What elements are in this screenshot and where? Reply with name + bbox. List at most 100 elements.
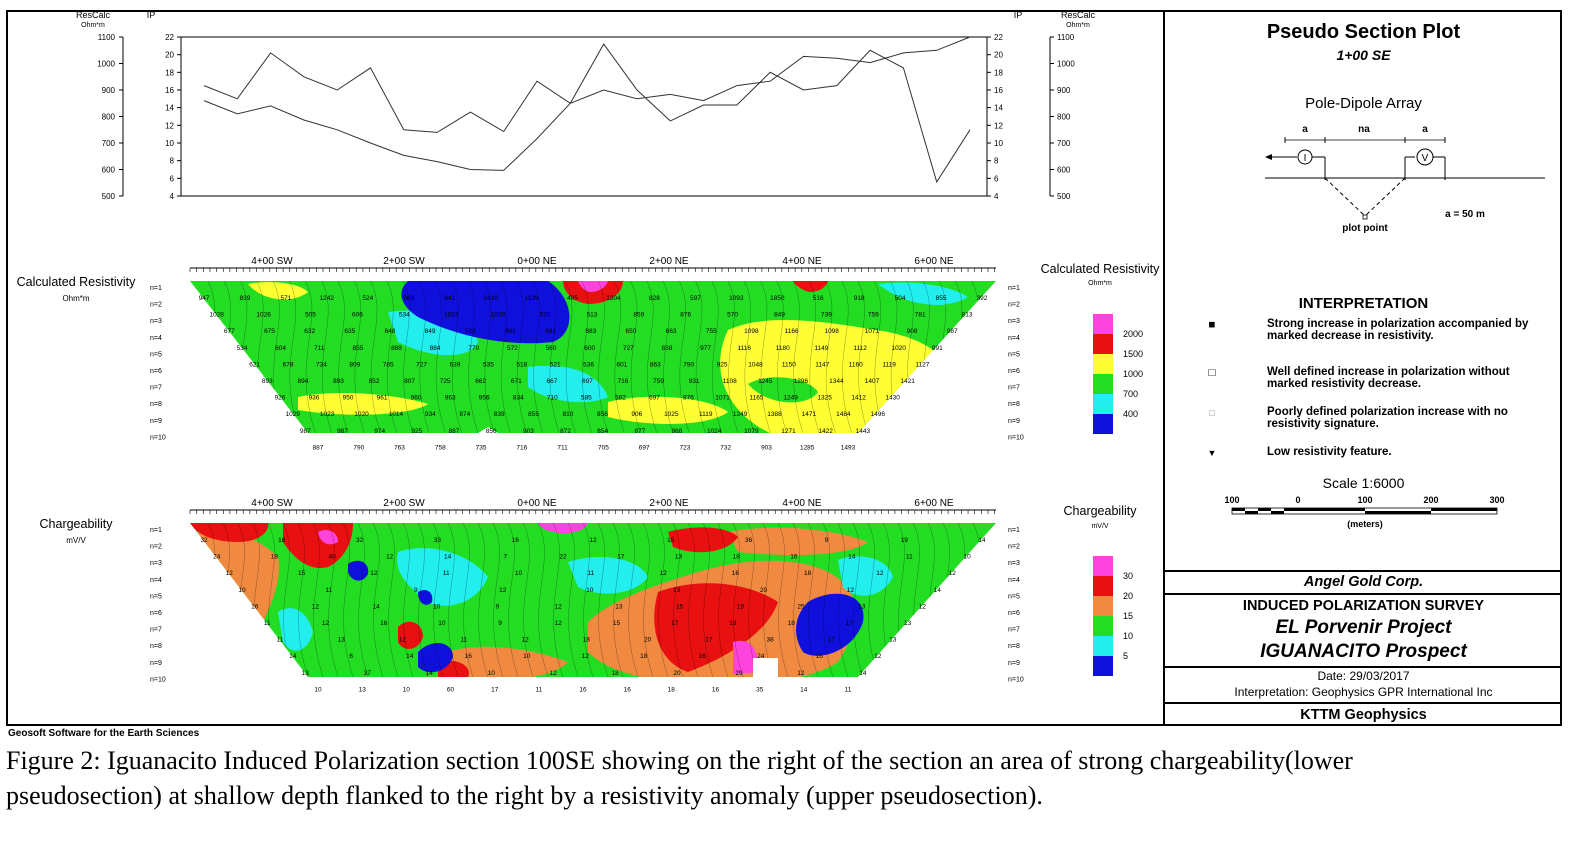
section-value: 1149 [814, 345, 828, 352]
section-value: 13 [338, 637, 346, 644]
section-value: 852 [369, 378, 380, 385]
level-label: n=10 [150, 434, 166, 441]
contour-line [711, 281, 722, 433]
section-value: 20 [760, 587, 768, 594]
section-value: 16 [732, 570, 740, 577]
chg-zone-blue-right [796, 593, 864, 656]
contour-line [565, 281, 576, 433]
profile-chart: ResCalc Ohm*m IP IP ResCalc Ohm*m 1100 10… [76, 12, 1096, 201]
level-label: n=9 [150, 660, 162, 667]
section-value: 582 [615, 395, 626, 402]
section-value: 758 [435, 444, 446, 451]
section-value: 987 [337, 428, 348, 435]
section-value: 901 [505, 328, 516, 335]
section-value: 13 [675, 554, 683, 561]
legend-swatch [1093, 596, 1113, 616]
resistivity-legend: 2000 1500 1000 700 400 [1093, 314, 1143, 434]
res-zone-red [563, 281, 623, 304]
scale-tick-label: 0 [1295, 495, 1300, 505]
level-label: n=6 [150, 610, 162, 617]
res-tick-label: 1100 [1057, 33, 1075, 42]
section-value: 1071 [865, 328, 880, 335]
section-value: 650 [625, 328, 636, 335]
level-label: n=5 [1008, 351, 1020, 358]
strong-polarization-icon: ■ [1208, 319, 1216, 331]
ip-tick-label: 4 [994, 192, 999, 201]
section-value: 950 [343, 395, 354, 402]
legend-swatch [1093, 354, 1113, 374]
resistivity-values: 947 839 571 1242 524 969 941 2419 1139 495 1304 828… [199, 295, 988, 451]
section-value: 11 [443, 570, 450, 577]
section-value: 859 [633, 312, 644, 319]
section-value: 29 [735, 670, 743, 677]
section-value: 936 [309, 395, 320, 402]
legend-label: 10 [1123, 631, 1133, 641]
section-value: 11 [587, 570, 594, 577]
station-label: 6+00 NE [914, 498, 954, 509]
scale-seg [1271, 511, 1284, 514]
level-label: n=7 [1008, 627, 1020, 634]
section-value: 705 [598, 444, 609, 451]
section-value: 887 [449, 428, 460, 435]
chargeability-title: Chargeability [40, 517, 114, 531]
res-tick-label: 1000 [1057, 60, 1075, 69]
section-value: 17 [491, 686, 499, 693]
scale-seg [1245, 511, 1258, 514]
section-value: 13 [904, 620, 912, 627]
section-value: 11 [845, 686, 852, 693]
section-value: 10 [586, 587, 594, 594]
ip-tick-label: 18 [994, 68, 1003, 77]
section-value: 723 [679, 444, 690, 451]
section-value: 956 [479, 395, 490, 402]
chargeability-legend-unit: mV/V [1091, 523, 1108, 530]
section-value: 10 [433, 603, 441, 610]
contour-line [597, 281, 609, 433]
section-value: 1271 [781, 428, 796, 435]
section-value: 1020 [354, 411, 369, 418]
ip-tick-label: 20 [165, 51, 174, 60]
contour-line [419, 281, 430, 433]
res-zone-yellow-deep [608, 396, 728, 424]
section-value: 1165 [750, 395, 764, 402]
section-value: 881 [545, 328, 556, 335]
section-value: 863 [650, 361, 661, 368]
chg-zone-magenta-top [538, 523, 588, 534]
project-name: EL Porvenir Project [1275, 617, 1452, 638]
array-diagram: a na a I V plot point a = 50 m [1265, 124, 1545, 234]
legend-label: 15 [1123, 611, 1133, 621]
scale-unit: (meters) [1347, 519, 1383, 529]
level-label: n=3 [1008, 560, 1020, 567]
level-label: n=6 [1008, 368, 1020, 375]
contour-line [337, 281, 349, 433]
section-value: 1471 [802, 411, 817, 418]
section-value: 14 [800, 686, 808, 693]
contour-line [484, 281, 495, 433]
section-value: 12 [589, 537, 597, 544]
section-value: 677 [224, 328, 235, 335]
section-value: 781 [915, 312, 926, 319]
section-value: 739 [821, 312, 832, 319]
level-label: n=2 [150, 544, 162, 551]
level-label: n=7 [150, 627, 162, 634]
contour-line [447, 523, 459, 677]
left-rescalc-label: ResCalc [76, 12, 111, 20]
section-value: 10 [314, 686, 322, 693]
section-value: 903 [523, 428, 534, 435]
contour-line [500, 281, 511, 433]
scale-tick-label: 100 [1357, 495, 1372, 505]
section-value: 534 [237, 345, 248, 352]
right-res-ticks: 1100 1000 900 800 700 600 500 [1050, 33, 1075, 201]
section-value: 32 [356, 537, 364, 544]
chg-zone-orange-bottom [448, 646, 568, 677]
resistivity-title: Calculated Resistivity [17, 275, 137, 289]
level-label: n=5 [150, 593, 162, 600]
section-value: 12 [399, 637, 407, 644]
section-value: 13 [359, 686, 367, 693]
section-value: 1249 [733, 411, 748, 418]
section-value: 24 [213, 554, 221, 561]
section-value: 855 [352, 345, 363, 352]
legend-swatch [1093, 334, 1113, 354]
contour-line [702, 523, 714, 677]
scale-seg [1284, 508, 1298, 511]
res-zone-yellow-top [248, 282, 308, 300]
